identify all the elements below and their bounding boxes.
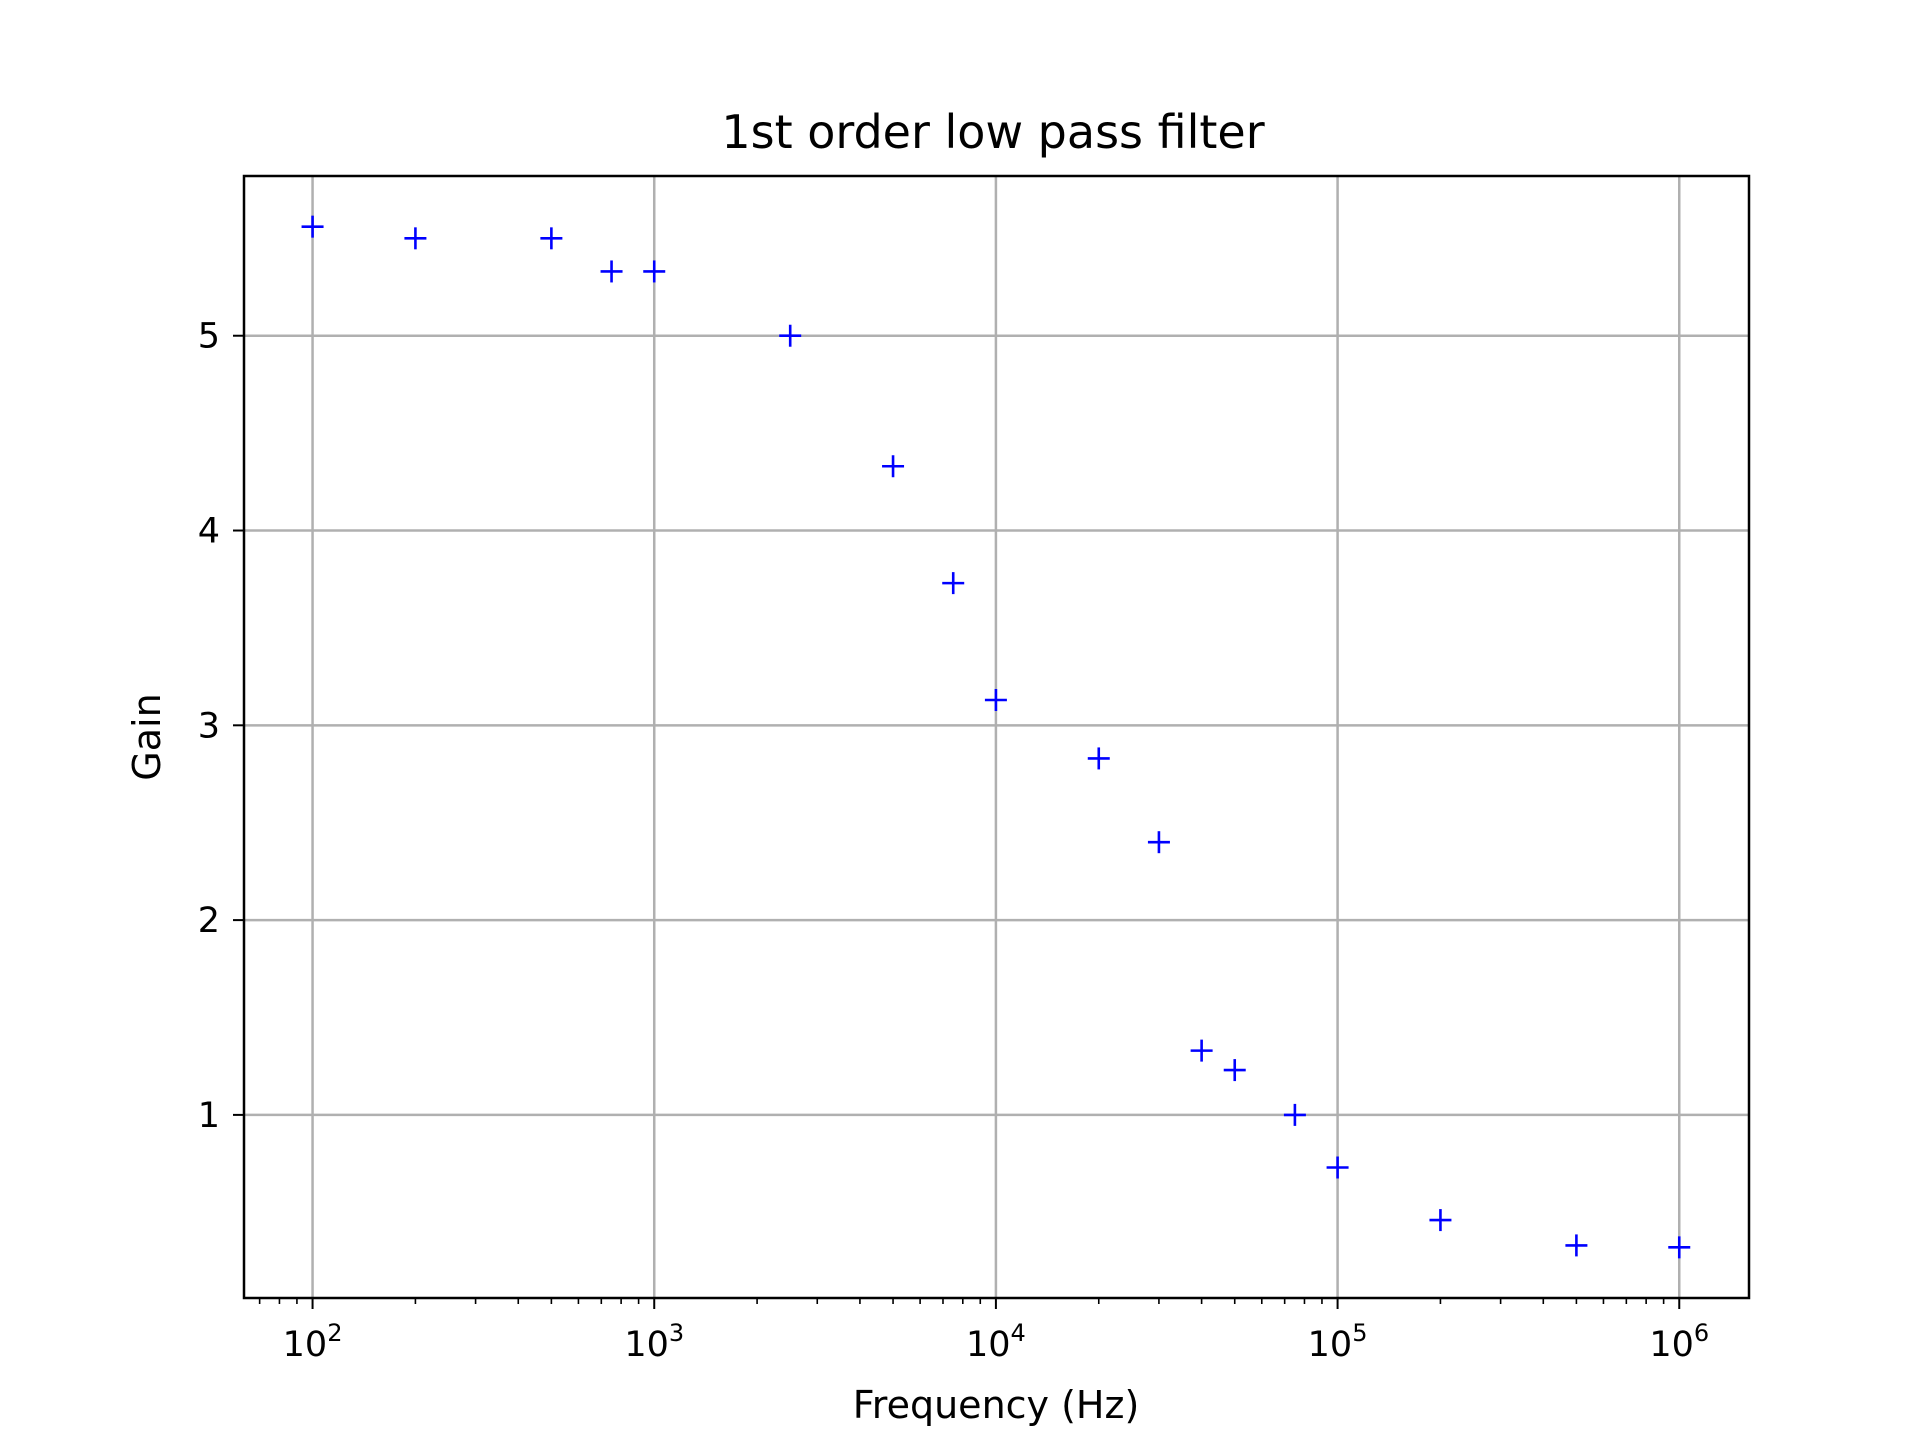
x-tick-base: 10 (966, 1325, 1011, 1365)
x-axis-label: Frequency (Hz) (853, 1383, 1140, 1427)
data-points (301, 215, 1691, 1259)
x-tick-label: 102 (283, 1319, 343, 1365)
data-point (1223, 1059, 1246, 1082)
x-tick-exponent: 6 (1694, 1319, 1709, 1347)
data-point (1668, 1236, 1691, 1259)
data-point (1326, 1156, 1349, 1179)
data-point (779, 324, 802, 347)
x-tick-label: 106 (1649, 1319, 1709, 1365)
data-point (1283, 1103, 1306, 1126)
data-point (1429, 1209, 1452, 1232)
x-tick-exponent: 4 (1011, 1319, 1026, 1347)
x-tick-base: 10 (1649, 1325, 1694, 1365)
grid-lines (244, 176, 1749, 1298)
x-tick-label: 104 (966, 1319, 1026, 1365)
data-point (1190, 1039, 1213, 1062)
chart-title: 1st order low pass filter (721, 105, 1264, 159)
data-point (1147, 831, 1170, 854)
data-point (600, 260, 623, 283)
data-point (404, 227, 427, 250)
x-tick-label: 103 (624, 1319, 684, 1365)
x-tick-exponent: 5 (1352, 1319, 1367, 1347)
data-point (984, 688, 1007, 711)
x-tick-base: 10 (283, 1325, 328, 1365)
x-tick-label: 105 (1308, 1319, 1368, 1365)
x-tick-base: 10 (1308, 1325, 1353, 1365)
y-tick-label: 3 (198, 706, 220, 746)
data-point (882, 455, 905, 478)
x-tick-exponent: 3 (669, 1319, 684, 1347)
y-axis-label: Gain (125, 693, 169, 780)
y-tick-label: 4 (198, 512, 220, 552)
data-point (540, 227, 563, 250)
data-point (1565, 1234, 1588, 1257)
data-point (942, 572, 965, 595)
x-tick-base: 10 (624, 1325, 669, 1365)
y-tick-label: 2 (198, 901, 220, 941)
x-tick-exponent: 2 (327, 1319, 342, 1347)
data-point (301, 215, 324, 238)
data-point (643, 260, 666, 283)
y-tick-label: 1 (198, 1096, 220, 1136)
data-point (1087, 747, 1110, 770)
y-tick-label: 5 (198, 317, 220, 357)
